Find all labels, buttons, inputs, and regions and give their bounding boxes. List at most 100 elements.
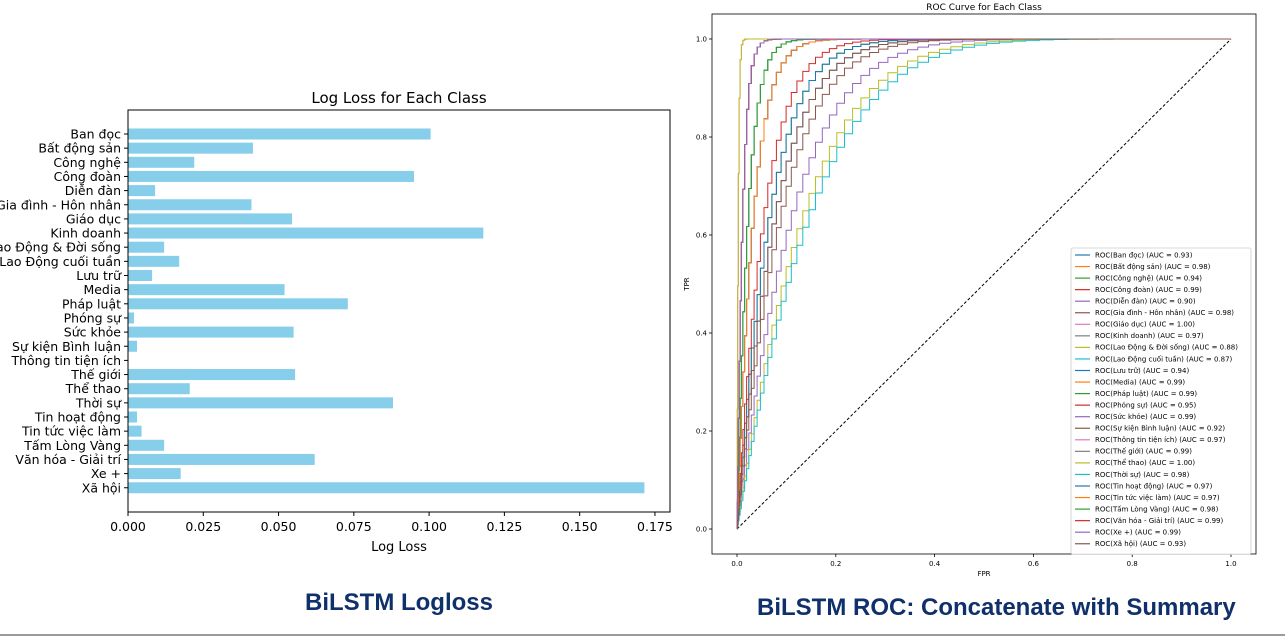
legend-entry: ROC(Xã hội) (AUC = 0.93) [1095, 540, 1186, 548]
y-tick-label: Tấm Lòng Vàng [23, 438, 121, 453]
y-tick-label: Lưu trữ [76, 268, 122, 283]
y-tick-label: Lao Động cuối tuần [0, 254, 121, 269]
y-tick-label: Thời sự [75, 395, 122, 410]
y-tick-label: Bất động sản [38, 141, 121, 156]
bar-group [128, 128, 645, 494]
x-tick-label: 1.0 [1225, 560, 1236, 568]
legend-entry: ROC(Bất động sản) (AUC = 0.98) [1095, 263, 1211, 271]
bar [128, 439, 165, 451]
y-tick-label: Kinh doanh [50, 226, 121, 241]
y-tick-label: Văn hóa - Giải trí [15, 452, 121, 467]
bar [128, 482, 645, 494]
chart-title: Log Loss for Each Class [311, 89, 486, 107]
y-tick-label: Thể thao [65, 381, 121, 396]
bar [128, 199, 252, 211]
y-tick-label: Diễn đàn [65, 183, 121, 198]
y-tick-label: Giáo dục [66, 211, 121, 226]
legend-entry: ROC(Công nghệ) (AUC = 0.94) [1095, 274, 1202, 282]
bar [128, 397, 393, 409]
legend-entry: ROC(Lưu trữ) (AUC = 0.94) [1095, 367, 1189, 375]
x-tick-label: 0.000 [110, 519, 146, 534]
bar [128, 369, 296, 381]
chart-title: ROC Curve for Each Class [926, 3, 1042, 13]
legend-entry: ROC(Giáo dục) (AUC = 1.00) [1095, 321, 1195, 329]
x-tick-label: 0.100 [411, 519, 447, 534]
bar [128, 468, 181, 480]
x-axis-label: FPR [977, 570, 990, 578]
x-tick-label: 0.2 [830, 560, 841, 568]
legend-entry: ROC(Xe +) (AUC = 0.99) [1095, 529, 1181, 537]
legend-entry: ROC(Thông tin tiện ích) (AUC = 0.97) [1095, 436, 1226, 444]
x-tick-label: 0.4 [929, 560, 941, 568]
bar [128, 453, 315, 465]
y-tick-label: 0.0 [696, 526, 707, 534]
roc-curves [736, 38, 1231, 530]
bar [128, 298, 348, 310]
legend-entry: ROC(Thời sự) (AUC = 0.98) [1095, 471, 1190, 479]
y-tick-label: Thông tin tiện ích [10, 353, 121, 368]
bar [128, 185, 156, 197]
axis-ticks: 0.0 0.0 0.2 0.2 0.4 0.4 0.6 0.6 0.8 0.8 1.0 1.0 [696, 36, 1237, 569]
legend-entry: ROC(Thể thao) (AUC = 1.00) [1095, 458, 1195, 467]
roc-curve-line [736, 38, 1231, 530]
legend-entry: ROC(Diễn đàn) (AUC = 0.90) [1095, 297, 1196, 306]
x-tick-label: 0.6 [1028, 560, 1040, 568]
bar [128, 312, 135, 324]
y-tick-label: Media [83, 282, 121, 297]
legend-entry: ROC(Gia đình - Hôn nhân) (AUC = 0.98) [1095, 309, 1234, 317]
legend-entry: ROC(Media) (AUC = 0.99) [1095, 378, 1185, 386]
legend-entry: ROC(Ban đọc) (AUC = 0.93) [1095, 251, 1193, 259]
y-tick-label: Thế giới [70, 367, 121, 382]
legend-entry: ROC(Sức khỏe) (AUC = 0.99) [1095, 413, 1196, 421]
bar [128, 411, 138, 423]
bar [128, 425, 142, 437]
x-tick-label: 0.125 [486, 519, 522, 534]
caption-roc: BiLSTM ROC: Concatenate with Summary [757, 594, 1236, 621]
bar [128, 326, 294, 338]
y-tick-label: Pháp luật [62, 296, 121, 311]
legend-box [1070, 247, 1252, 555]
legend-entry: ROC(Tấm Lòng Vàng) (AUC = 0.98) [1095, 505, 1219, 513]
caption-logloss: BiLSTM Logloss [305, 589, 493, 616]
legend-entry: ROC(Tin tức việc làm) (AUC = 0.97) [1095, 494, 1220, 502]
x-tick-label: 0.050 [261, 519, 297, 534]
y-tick-label: Sự kiện Bình luận [12, 339, 121, 354]
y-tick-label: 0.4 [696, 330, 708, 338]
x-tick-label: 0.075 [336, 519, 372, 534]
bar [128, 241, 165, 253]
bar [128, 227, 484, 239]
x-tick-label: 0.025 [185, 519, 221, 534]
bar [128, 156, 195, 168]
roc-curve-line [736, 38, 1231, 530]
y-tick-label: Tin hoạt động [34, 410, 121, 425]
y-tick-label: Xe + [91, 466, 121, 481]
legend-entry: ROC(Văn hóa - Giải trí) (AUC = 0.99) [1095, 517, 1224, 525]
plot-frame [711, 13, 1257, 555]
plot-frame [127, 109, 671, 513]
x-tick-label: 0.0 [731, 560, 742, 568]
y-tick-label: 0.8 [696, 134, 707, 142]
y-tick-label: Gia đình - Hôn nhân [0, 197, 121, 212]
y-tick-label: Công nghệ [53, 155, 121, 170]
legend-entry: ROC(Kinh doanh) (AUC = 0.97) [1095, 332, 1204, 340]
roc-curve-line [736, 38, 1231, 530]
legend-entry: ROC(Lao Động cuối tuần) (AUC = 0.87) [1095, 355, 1233, 363]
y-tick-label: 0.2 [696, 428, 707, 436]
x-ticks: 0.000 0.025 0.050 0.075 0.100 0.125 0.150 0.175 [110, 512, 673, 534]
y-tick-label: Sức khỏe [64, 325, 122, 340]
bar [128, 255, 180, 267]
y-tick-label: Công đoàn [54, 169, 121, 184]
bottom-divider [0, 634, 1285, 636]
x-axis-label: Log Loss [371, 540, 427, 555]
y-tick-label: 1.0 [696, 36, 707, 44]
legend: ROC(Ban đọc) (AUC = 0.93) ROC(Bất động sả… [1070, 247, 1252, 555]
bar [128, 284, 285, 296]
diagonal-reference-line [736, 38, 1232, 530]
bar [128, 142, 253, 154]
y-tick-label: Lao Động & Đời sống [0, 240, 121, 255]
x-tick-label: 0.8 [1127, 560, 1138, 568]
legend-entry: ROC(Tin hoạt động) (AUC = 0.97) [1095, 482, 1213, 490]
bar [128, 270, 153, 281]
y-tick-label: Ban đọc [70, 127, 121, 142]
legend-entry: ROC(Phóng sự) (AUC = 0.95) [1095, 401, 1197, 409]
